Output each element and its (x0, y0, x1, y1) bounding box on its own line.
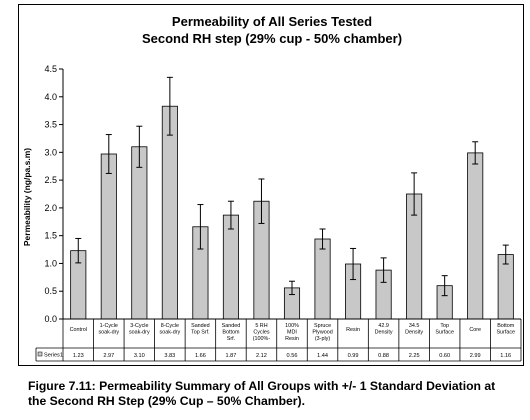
data-table-value: 2.97 (103, 353, 114, 359)
data-table-value: 1.16 (500, 353, 511, 359)
data-table-value: 0.88 (378, 353, 389, 359)
data-table-value: 1.23 (73, 353, 84, 359)
y-tick-label: 1.0 (44, 258, 57, 268)
category-label: Control (70, 327, 87, 333)
bar (314, 238, 331, 320)
chart-title: Permeability of All Series Tested (172, 14, 372, 29)
data-table-value: 2.12 (256, 353, 267, 359)
category-label: Top Surface (435, 323, 454, 336)
bar (161, 105, 178, 320)
y-tick-label: 2.0 (44, 203, 57, 213)
y-tick-label: 1.5 (44, 231, 57, 241)
y-tick-label: 3.0 (44, 147, 57, 157)
data-table-value: 0.56 (287, 353, 298, 359)
data-table-value: 0.60 (439, 353, 450, 359)
category-label: Sanded Bottom Srf. (222, 323, 241, 342)
permeability-bar-chart: Permeability of All Series Tested Second… (22, 14, 522, 362)
y-tick-label: 2.5 (44, 175, 57, 185)
category-label: Bottom Surface (496, 323, 515, 336)
y-tick-label: 4.0 (44, 92, 57, 102)
figure-caption: Figure 7.11: Permeability Summary of All… (28, 379, 496, 408)
data-table-value: 2.25 (409, 353, 420, 359)
data-table-value: 3.10 (134, 353, 145, 359)
series-name: Series1 (44, 353, 63, 359)
bar (222, 214, 239, 320)
category-label: 1-Cycle soak-dry (98, 323, 119, 336)
category-label: Core (469, 327, 481, 333)
data-table-value: 0.99 (348, 353, 359, 359)
chart-frame: Permeability of All Series Tested Second… (18, 4, 524, 366)
category-label: 42.9 Density (375, 323, 393, 336)
data-table-value: 1.44 (317, 353, 328, 359)
data-table-value: 1.87 (225, 353, 236, 359)
y-tick-label: 4.5 (44, 64, 57, 74)
bar (467, 152, 484, 320)
legend-swatch (37, 351, 43, 357)
category-label: 3-Cycle soak-dry (129, 323, 150, 336)
y-tick-label: 3.5 (44, 120, 57, 130)
bar (131, 146, 148, 320)
y-axis-label: Permeability (ng/pa.s.m) (22, 148, 32, 246)
chart-subtitle: Second RH step (29% cup - 50% chamber) (142, 31, 402, 46)
bar (100, 153, 117, 320)
y-tick-label: 0.0 (44, 314, 57, 324)
category-label: Sanded Top Srf. (191, 323, 210, 336)
category-label: 8-Cycle soak-dry (160, 323, 181, 336)
y-tick-label: 0.5 (44, 286, 57, 296)
data-table-value: 2.99 (470, 353, 481, 359)
data-table-value: 3.83 (164, 353, 175, 359)
category-label: 34.5 Density (405, 323, 423, 336)
category-label: 100% MDI Resin (285, 323, 299, 342)
category-label: 5 RH Cycles (100%- (253, 323, 271, 342)
category-label: Resin (346, 327, 360, 333)
data-table-value: 1.66 (195, 353, 206, 359)
category-label: Spruce Plywood (3-ply) (312, 323, 332, 342)
